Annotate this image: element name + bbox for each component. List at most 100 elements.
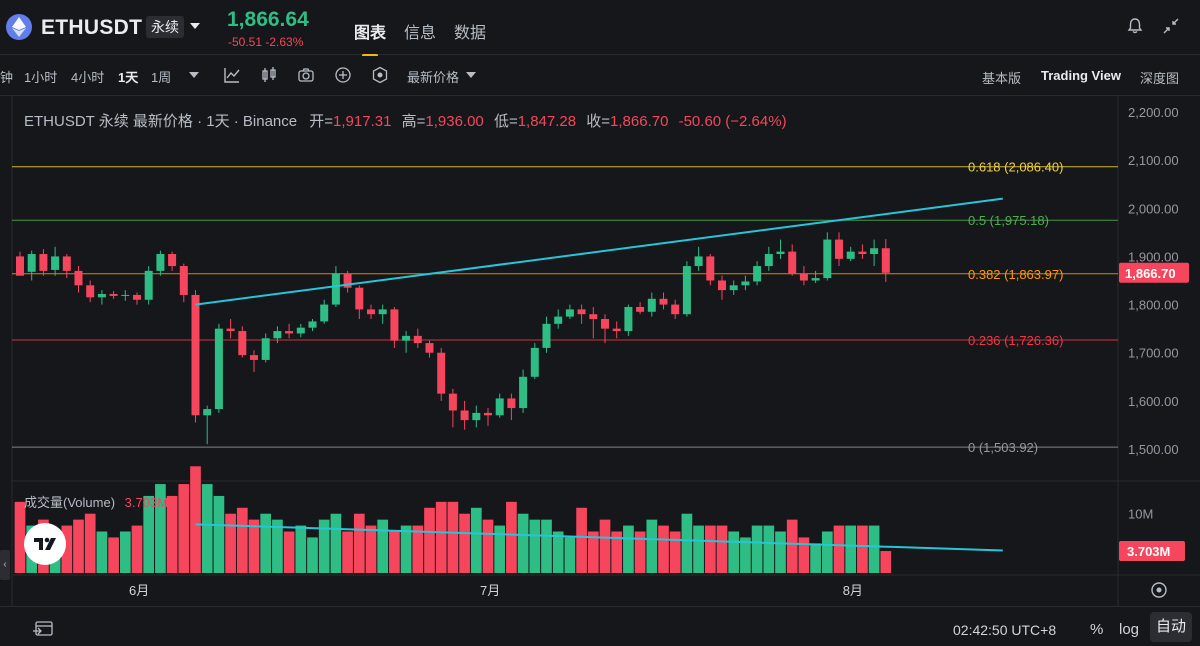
price-type-caret-icon[interactable]: [465, 70, 477, 80]
candle-body: [214, 328, 223, 410]
candle-body: [729, 285, 738, 291]
candle-body: [378, 309, 387, 315]
volume-bar: [400, 525, 412, 573]
volume-bar: [880, 551, 892, 573]
candle-body: [273, 331, 282, 339]
candle-body: [799, 273, 808, 281]
tradingview-logo[interactable]: [24, 523, 66, 565]
tab-chart[interactable]: 图表: [354, 19, 386, 57]
volume-bar: [517, 513, 529, 573]
y-axis-tick-label: 2,200.00: [1128, 105, 1179, 120]
candle-body: [74, 270, 83, 286]
volume-bar: [658, 525, 669, 573]
current-price-tag: [1119, 262, 1189, 283]
x-axis-month-label: 6月: [129, 583, 149, 598]
candle-body: [343, 273, 352, 288]
volume-bar: [14, 501, 26, 573]
candle-body: [659, 298, 668, 305]
y-axis-tick-label: 1,900.00: [1128, 249, 1179, 264]
legend-close: 1,866.70: [610, 113, 669, 130]
tab-data[interactable]: 数据: [454, 25, 487, 42]
legend-high: 1,936.00: [425, 113, 484, 130]
volume-bar: [623, 525, 634, 573]
volume-bar: [424, 507, 435, 573]
date-range-icon[interactable]: [32, 619, 54, 637]
legend-open-label: 开=: [309, 113, 334, 130]
price-type-select[interactable]: 最新价格: [407, 70, 460, 85]
volume-bar: [283, 531, 295, 573]
interval-4h[interactable]: 4小时: [71, 70, 105, 85]
volume-bar: [260, 513, 272, 573]
scroll-left-button[interactable]: ‹: [0, 550, 10, 580]
current-volume-tag: [1119, 541, 1185, 562]
legend-open: 1,917.31: [333, 113, 392, 130]
tab-info[interactable]: 信息: [404, 25, 437, 42]
interval-1d[interactable]: 1天: [118, 70, 139, 85]
candle-body: [542, 323, 551, 348]
utc-clock[interactable]: 02:42:50 UTC+8: [953, 622, 1057, 638]
last-price: 1,866.64: [227, 8, 309, 31]
volume-bar: [353, 513, 365, 573]
legend-high-label: 高=: [401, 113, 426, 130]
volume-bar: [272, 519, 283, 573]
volume-bar: [178, 484, 190, 573]
volume-bar: [318, 519, 330, 573]
volume-bar: [833, 525, 845, 573]
candle-body: [320, 304, 329, 322]
symbol-dropdown-icon[interactable]: [190, 23, 200, 29]
volume-bar: [857, 525, 868, 573]
volume-bar: [646, 519, 658, 573]
y-axis-tick-label: 1,500.00: [1128, 442, 1179, 457]
log-scale-toggle[interactable]: log: [1119, 621, 1140, 638]
candle-body: [858, 251, 867, 255]
candle-body: [226, 328, 235, 332]
candle-body: [39, 254, 48, 271]
candle-body: [437, 352, 446, 394]
volume-bar: [599, 519, 611, 573]
candle-body: [448, 393, 457, 411]
candle-body: [694, 256, 703, 267]
volume-bar: [470, 507, 482, 573]
view-tradingview[interactable]: Trading View: [1041, 68, 1121, 83]
axis-settings-icon[interactable]: [1151, 582, 1167, 598]
percent-scale-toggle[interactable]: %: [1090, 621, 1104, 638]
symbol-title[interactable]: ETHUSDT: [41, 16, 143, 39]
add-indicator-icon[interactable]: [334, 66, 352, 84]
candle-body: [870, 248, 879, 255]
collapse-icon[interactable]: [1162, 17, 1180, 35]
candle-body: [823, 239, 832, 279]
volume-bar: [213, 495, 225, 573]
bell-icon[interactable]: [1126, 17, 1144, 35]
settings-hex-icon[interactable]: [371, 66, 389, 84]
auto-scale-toggle[interactable]: 自动: [1150, 612, 1192, 642]
volume-bar: [108, 537, 119, 573]
price-chart[interactable]: 2,200.00 2,100.00 2,000.00 1,900.00 1,800.00…: [0, 96, 1200, 606]
volume-bar: [236, 507, 248, 573]
view-basic[interactable]: 基本版: [982, 71, 1022, 86]
volume-bar: [73, 519, 84, 573]
volume-bar: [681, 513, 693, 573]
view-depth[interactable]: 深度图: [1140, 71, 1180, 86]
volume-bar: [564, 537, 576, 573]
volume-bar: [412, 525, 424, 573]
interval-minute[interactable]: 钟: [0, 70, 14, 85]
interval-1h[interactable]: 1小时: [24, 70, 58, 85]
indicator-chart-icon[interactable]: [223, 66, 241, 84]
volume-bar: [763, 525, 775, 573]
y-axis-tick-label: 1,700.00: [1128, 346, 1179, 361]
volume-bar: [693, 525, 704, 573]
volume-bar: [459, 513, 470, 573]
interval-1w[interactable]: 1周: [151, 70, 172, 85]
candle-body: [62, 256, 71, 271]
candle-type-icon[interactable]: [260, 66, 278, 84]
candle-body: [331, 273, 340, 305]
volume-bar: [96, 531, 108, 573]
volume-bar: [611, 531, 623, 573]
volume-bar: [119, 531, 131, 573]
more-intervals-icon[interactable]: [188, 70, 200, 80]
trendline: [195, 523, 1003, 552]
chart-footer: 02:42:50 UTC+8 % log 自动: [0, 606, 1200, 646]
candle-body: [97, 293, 106, 298]
camera-icon[interactable]: [297, 66, 315, 84]
candle-body: [624, 306, 633, 332]
